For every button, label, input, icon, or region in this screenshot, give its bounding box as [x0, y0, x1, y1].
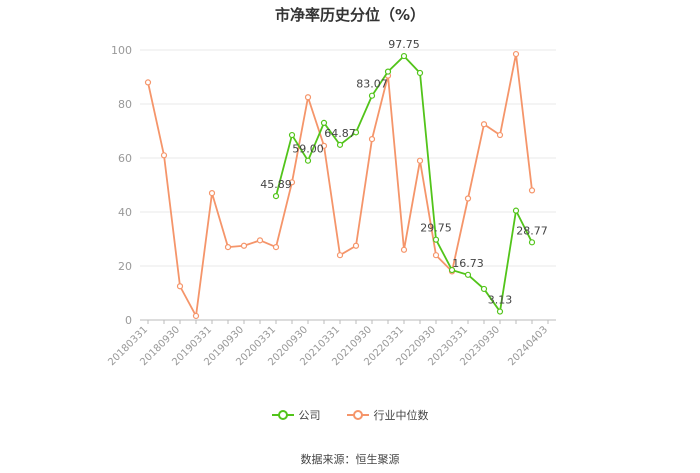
data-point: [368, 136, 376, 143]
legend-item-company[interactable]: 公司: [271, 407, 321, 423]
data-label: 16.73: [452, 257, 484, 270]
data-point: [176, 283, 184, 290]
data-point: [448, 266, 456, 274]
data-label: 97.75: [388, 38, 420, 51]
data-point: [416, 69, 424, 77]
data-point: [288, 179, 296, 186]
data-point: [512, 207, 520, 214]
data-point: [528, 239, 536, 246]
data-point: [320, 142, 328, 149]
data-point: [512, 50, 520, 58]
chart-title: 市净率历史分位（%）: [274, 6, 426, 24]
legend-swatch-company: [271, 410, 294, 420]
data-point: [320, 119, 328, 127]
y-tick-label: 40: [118, 206, 132, 219]
data-label: 45.89: [260, 178, 292, 191]
data-point: [368, 92, 376, 99]
x-tick-label: 20240403: [506, 324, 550, 368]
grid-lines: [140, 49, 556, 321]
line-chart: 0 20 40 60 80 100 201803312018093020190331201…: [106, 38, 556, 368]
data-point: [496, 308, 504, 315]
y-tick-label: 0: [125, 314, 132, 327]
data-label: 59.00: [292, 143, 324, 156]
series-line: [147, 53, 533, 317]
data-point: [416, 157, 424, 164]
y-tick-label: 20: [118, 260, 132, 273]
data-point: [480, 285, 488, 293]
data-label: 3.13: [488, 294, 513, 307]
legend: 公司 行业中位数: [0, 407, 700, 423]
series-layer: [144, 50, 536, 320]
legend-label-company: 公司: [298, 409, 321, 422]
series-line: [275, 55, 533, 313]
data-point: [432, 252, 440, 259]
x-axis: 2018033120180930201903312019093020200331…: [106, 320, 550, 368]
data-point: [496, 131, 504, 139]
data-point: [464, 271, 472, 278]
data-point: [224, 244, 232, 251]
data-point: [352, 129, 360, 136]
data-point: [304, 157, 312, 164]
data-point: [192, 312, 200, 320]
y-tick-label: 60: [118, 152, 132, 165]
data-point: [384, 68, 392, 75]
y-tick-label: 100: [111, 44, 132, 57]
data-label: 83.07: [356, 78, 388, 91]
data-point: [304, 94, 312, 101]
series-行业中位数: [144, 50, 536, 320]
legend-item-industry[interactable]: 行业中位数: [346, 407, 429, 423]
data-point: [480, 121, 488, 128]
data-point: [144, 79, 152, 86]
data-point: [272, 192, 280, 200]
data-point: [400, 52, 408, 60]
series-公司: [272, 52, 536, 315]
data-point: [160, 152, 168, 159]
data-point: [240, 242, 248, 249]
data-source: 数据来源：恒生聚源: [300, 453, 400, 466]
data-point: [336, 141, 344, 148]
data-label: 64.87: [324, 127, 356, 140]
data-point: [432, 236, 440, 243]
data-point: [288, 131, 296, 139]
legend-swatch-industry: [346, 410, 369, 420]
legend-label-industry: 行业中位数: [373, 409, 429, 422]
data-point: [400, 246, 408, 253]
data-point: [352, 242, 360, 249]
data-point: [464, 195, 472, 202]
y-axis: 0 20 40 60 80 100: [111, 44, 132, 327]
data-label: 29.75: [420, 222, 452, 235]
data-point: [528, 187, 536, 194]
data-point: [256, 237, 264, 244]
data-point: [336, 252, 344, 259]
y-tick-label: 80: [118, 98, 132, 111]
data-point: [272, 244, 280, 251]
data-point: [208, 190, 216, 197]
data-label: 28.77: [516, 224, 548, 237]
